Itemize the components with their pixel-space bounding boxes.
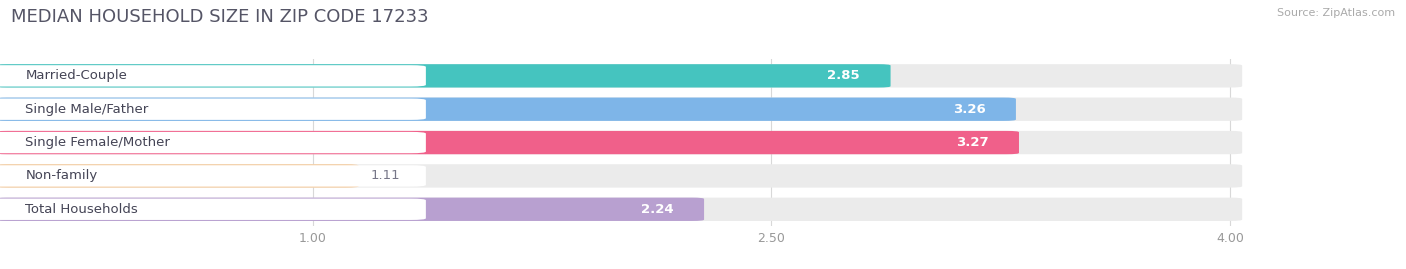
FancyBboxPatch shape — [0, 65, 426, 87]
Text: 1.11: 1.11 — [371, 169, 401, 182]
Text: 2.85: 2.85 — [827, 69, 860, 82]
Text: Single Male/Father: Single Male/Father — [25, 103, 149, 116]
Text: Non-family: Non-family — [25, 169, 97, 182]
Text: Source: ZipAtlas.com: Source: ZipAtlas.com — [1277, 8, 1395, 18]
FancyBboxPatch shape — [0, 164, 359, 187]
FancyBboxPatch shape — [0, 98, 426, 120]
FancyBboxPatch shape — [0, 64, 890, 87]
Text: 3.26: 3.26 — [953, 103, 986, 116]
Text: 3.27: 3.27 — [956, 136, 988, 149]
FancyBboxPatch shape — [0, 132, 426, 153]
FancyBboxPatch shape — [0, 64, 1241, 87]
FancyBboxPatch shape — [0, 198, 1241, 221]
Text: Total Households: Total Households — [25, 203, 138, 216]
FancyBboxPatch shape — [0, 165, 426, 187]
FancyBboxPatch shape — [0, 199, 426, 220]
FancyBboxPatch shape — [0, 131, 1019, 154]
FancyBboxPatch shape — [0, 164, 1241, 187]
FancyBboxPatch shape — [0, 98, 1017, 121]
FancyBboxPatch shape — [0, 98, 1241, 121]
FancyBboxPatch shape — [0, 131, 1241, 154]
FancyBboxPatch shape — [0, 198, 704, 221]
Text: Single Female/Mother: Single Female/Mother — [25, 136, 170, 149]
Text: 2.24: 2.24 — [641, 203, 673, 216]
Text: Married-Couple: Married-Couple — [25, 69, 128, 82]
Text: MEDIAN HOUSEHOLD SIZE IN ZIP CODE 17233: MEDIAN HOUSEHOLD SIZE IN ZIP CODE 17233 — [11, 8, 429, 26]
